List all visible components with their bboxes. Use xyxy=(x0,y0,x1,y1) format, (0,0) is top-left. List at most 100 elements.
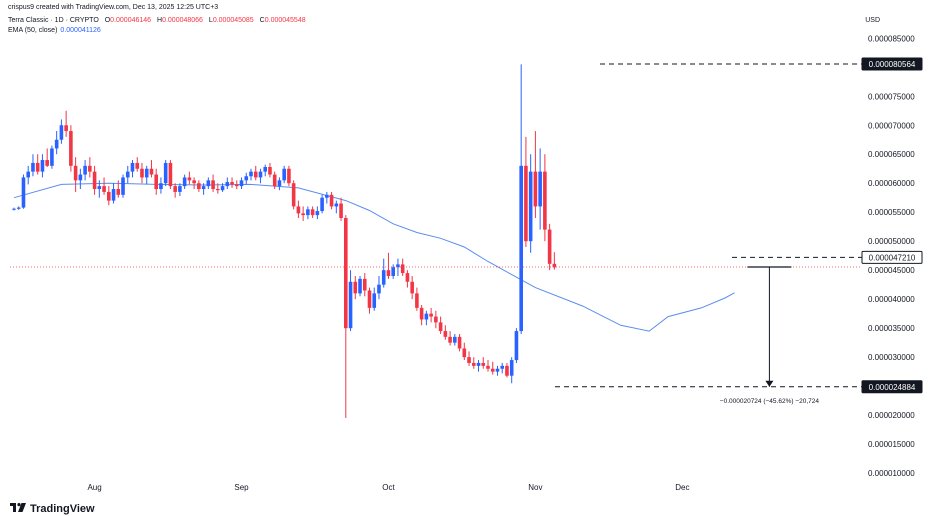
candle-body xyxy=(434,316,438,323)
y-tick-label: 0.000075000 xyxy=(868,92,915,101)
candle xyxy=(182,174,187,190)
candle xyxy=(320,194,324,214)
candle xyxy=(329,191,334,210)
candle-body xyxy=(377,284,381,294)
x-tick-label: Oct xyxy=(382,483,395,492)
candle-body xyxy=(225,182,230,187)
candle xyxy=(111,183,116,204)
y-tick-label: 0.000045000 xyxy=(868,266,915,275)
candle-body xyxy=(367,290,372,308)
candle-body xyxy=(83,165,87,175)
symbol-ohlc-legend: Terra Classic · 1D · CRYPTO O0.000046146… xyxy=(8,17,306,24)
candle-body xyxy=(348,281,353,329)
candle xyxy=(253,165,258,181)
candle-body xyxy=(405,273,410,282)
candle xyxy=(471,357,476,369)
candle xyxy=(144,165,149,185)
ema-legend[interactable]: EMA (50, close) 0.000041126 xyxy=(8,27,101,34)
candle-body xyxy=(78,174,83,181)
candle xyxy=(391,264,395,279)
candle-body xyxy=(249,171,253,177)
candle xyxy=(462,342,467,361)
candle-body xyxy=(386,270,391,276)
candle-body xyxy=(253,171,258,178)
candle xyxy=(353,275,358,300)
y-tick-label: 0.000065000 xyxy=(868,150,915,159)
candle-body xyxy=(547,229,552,264)
candle-body xyxy=(358,278,362,294)
low-label: L xyxy=(208,17,213,24)
candle-body xyxy=(415,293,419,308)
price-label-box xyxy=(861,380,923,394)
candle xyxy=(59,119,64,144)
candle-body xyxy=(163,162,168,184)
candle-body xyxy=(381,270,386,285)
candle xyxy=(410,275,414,300)
open-label: O xyxy=(104,17,111,24)
candle-body xyxy=(481,362,486,366)
candle xyxy=(211,174,215,192)
candle xyxy=(178,183,182,196)
candle-body xyxy=(353,281,358,294)
candle xyxy=(486,360,490,372)
candle xyxy=(282,165,286,184)
candle-body xyxy=(457,336,462,349)
candle-body xyxy=(111,189,116,201)
candle xyxy=(277,177,282,191)
candle xyxy=(97,180,102,198)
y-tick-label: 0.000055000 xyxy=(868,208,915,217)
candle xyxy=(50,145,54,169)
candle-body xyxy=(31,162,35,172)
candle-body xyxy=(244,176,249,181)
candle xyxy=(481,357,486,369)
candle-body xyxy=(490,368,495,372)
candle-body xyxy=(514,331,519,361)
candle-body xyxy=(149,168,154,175)
candle xyxy=(234,180,239,190)
candle xyxy=(244,172,249,185)
candle xyxy=(16,206,21,210)
candle-body xyxy=(135,162,140,169)
candle xyxy=(78,168,83,190)
candle-body xyxy=(40,160,45,172)
candle xyxy=(187,171,192,185)
candle-body xyxy=(121,177,125,195)
candle-body xyxy=(533,171,538,207)
tradingview-logo[interactable]: TradingView xyxy=(10,503,95,515)
candle xyxy=(415,287,419,311)
candle xyxy=(163,160,168,187)
candle-body xyxy=(263,166,268,172)
candle-body xyxy=(296,206,301,214)
candle-body xyxy=(187,177,192,181)
x-tick-label: Nov xyxy=(528,483,542,492)
candle xyxy=(543,154,547,242)
candle xyxy=(457,333,462,352)
candle xyxy=(197,180,201,192)
candle-body xyxy=(362,278,367,291)
candle xyxy=(40,154,45,178)
candle-body xyxy=(173,186,177,192)
candle-body xyxy=(509,360,514,376)
currency-label: USD xyxy=(865,17,880,24)
candle-body xyxy=(168,162,173,187)
candle-body xyxy=(467,357,471,363)
candle-body xyxy=(26,171,31,178)
symbol-name[interactable]: Terra Classic · 1D · CRYPTO xyxy=(8,17,99,24)
candle-body xyxy=(282,168,286,181)
candle-body xyxy=(92,171,97,190)
candle xyxy=(291,180,296,210)
candle-body xyxy=(216,189,220,191)
candle-body xyxy=(12,208,16,210)
candle xyxy=(310,206,315,219)
candle-body xyxy=(344,218,348,329)
candle-body xyxy=(325,194,329,198)
candle xyxy=(306,206,310,220)
candle xyxy=(547,223,552,271)
high-label: H xyxy=(157,17,163,24)
candle xyxy=(249,168,253,181)
candle-body xyxy=(396,264,400,268)
candle-body xyxy=(268,166,272,175)
candle-body xyxy=(524,165,528,242)
candle xyxy=(26,165,31,185)
